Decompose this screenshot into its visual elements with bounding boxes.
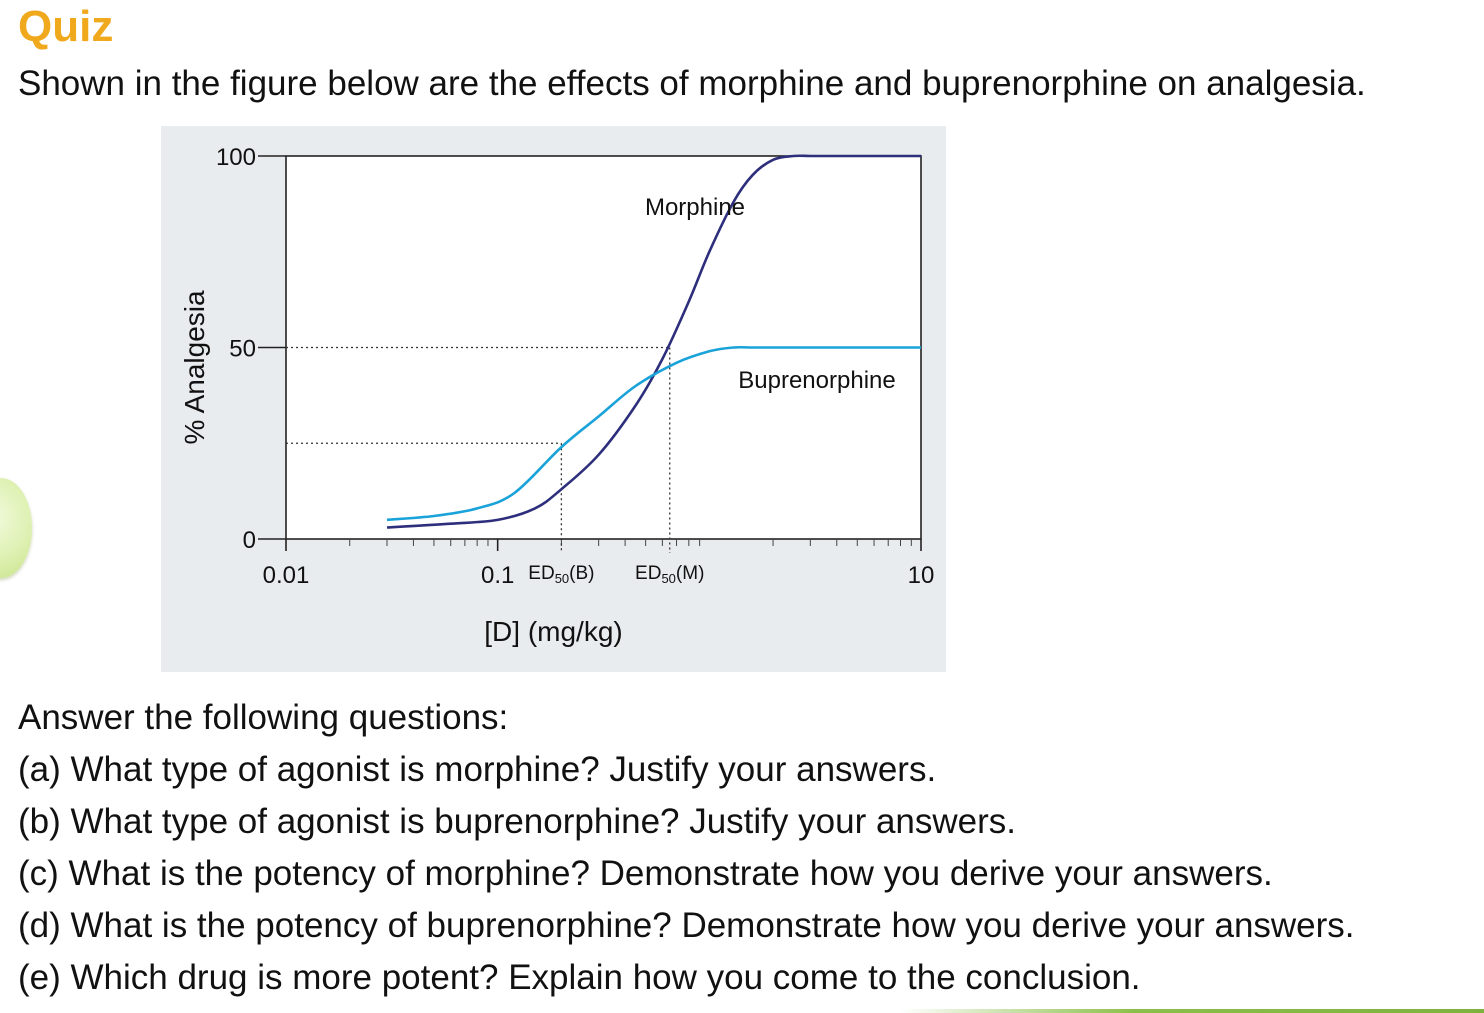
chart-figure: 0 50 100 0.01 0.1 10 % Analgesia [D] (mg/kg) ED…: [161, 126, 946, 672]
question-a: (a) What type of agonist is morphine? Ju…: [18, 750, 937, 789]
intro-text: Shown in the figure below are the effect…: [18, 64, 1366, 103]
x-tick-label: 10: [908, 562, 935, 589]
series-label-morphine: Morphine: [645, 194, 745, 221]
questions-lead: Answer the following questions:: [18, 698, 509, 737]
y-tick-label: 50: [229, 336, 256, 363]
ed50-label: ED50(B): [528, 563, 594, 586]
chart-labels: % Analgesia[D] (mg/kg)ED50(B) ED50(M)Morp…: [179, 194, 896, 647]
ed50-suffix: (B): [569, 563, 594, 584]
x-axis-label: [D] (mg/kg): [484, 616, 622, 647]
series-line-buprenorphine: [386, 345, 921, 522]
series-lines: [386, 154, 921, 529]
series-line-morphine: [386, 154, 921, 529]
question-b: (b) What type of agonist is buprenorphin…: [18, 802, 1016, 841]
decorative-bar: [900, 1009, 1484, 1013]
ed50-suffix: (M): [676, 563, 704, 584]
dose-response-chart: 0 50 100 0.01 0.1 10 % Analgesia [D] (mg/kg) ED…: [179, 144, 935, 647]
series-label-buprenorphine: Buprenorphine: [738, 367, 895, 394]
y-tick-label: 0: [243, 527, 256, 554]
ed50-text: ED: [635, 563, 661, 584]
y-axis-label: % Analgesia: [179, 290, 210, 445]
x-tick-label: 0.01: [263, 562, 310, 589]
question-d: (d) What is the potency of buprenorphine…: [18, 906, 1355, 945]
ed50-subscript: 50: [661, 571, 675, 586]
ed50-guide-lines: [286, 346, 671, 553]
y-tick-label: 100: [216, 144, 256, 171]
decorative-leaf: [0, 478, 32, 578]
x-tick-label: 0.1: [481, 562, 514, 589]
ed50-label: ED50(M): [635, 563, 704, 586]
page-title: Quiz: [18, 2, 114, 51]
ed50-subscript: 50: [555, 571, 569, 586]
question-c: (c) What is the potency of morphine? Dem…: [18, 854, 1273, 893]
ed50-text: ED: [528, 563, 554, 584]
questions-block: Answer the following questions: (a) What…: [18, 692, 1355, 1004]
question-e: (e) Which drug is more potent? Explain h…: [18, 958, 1141, 997]
